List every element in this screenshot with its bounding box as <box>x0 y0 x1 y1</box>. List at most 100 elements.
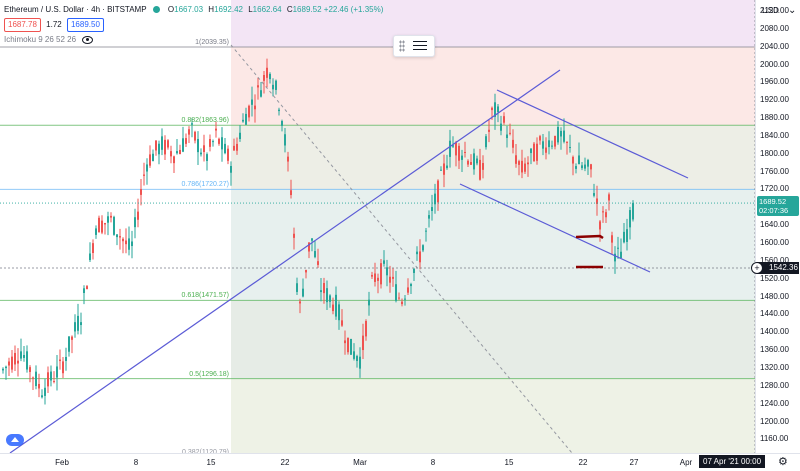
tradingview-logo-icon[interactable] <box>6 434 24 446</box>
candle-body <box>56 366 58 378</box>
price-tick-label: 1160.00 <box>760 434 789 444</box>
time-tick-label: Apr <box>679 458 693 467</box>
candle-body <box>413 268 415 273</box>
currency-button[interactable]: USD <box>762 6 779 15</box>
time-tick-label: 15 <box>206 458 216 467</box>
drawing-toolbar[interactable] <box>393 35 435 57</box>
candle-body <box>554 135 556 147</box>
support-mark-upper[interactable] <box>575 234 604 240</box>
candle-body <box>395 284 397 301</box>
candle-body <box>476 158 478 164</box>
candle-body <box>533 143 535 162</box>
fib-zone <box>231 0 755 47</box>
candle-body <box>173 156 175 164</box>
candle-body <box>161 136 163 150</box>
channel-lower-line[interactable] <box>459 183 651 273</box>
candle-body <box>560 130 562 137</box>
candle-body <box>578 155 580 165</box>
candle-body <box>419 251 421 263</box>
settings-lines-icon[interactable] <box>413 41 427 51</box>
candle-body <box>122 238 124 242</box>
candle-body <box>182 138 184 152</box>
candle-body <box>341 320 343 326</box>
chevron-down-icon[interactable]: ⌄ <box>788 5 797 16</box>
open-label: O <box>167 5 175 14</box>
price-tick-label: 1720.00 <box>760 184 789 194</box>
candle-body <box>20 351 22 359</box>
candle-body <box>521 160 523 173</box>
candle-body <box>254 105 256 110</box>
candle-body <box>167 140 169 148</box>
time-tick-label: 27 <box>629 458 639 467</box>
candle-body <box>359 356 361 369</box>
candle-body <box>152 153 154 162</box>
candle-body <box>95 228 97 235</box>
candle-body <box>437 180 439 203</box>
candle-body <box>227 148 229 161</box>
candle-body <box>425 230 427 232</box>
time-axis[interactable]: Feb 8 15 22 Mar 8 15 22 27 Apr <box>0 453 800 471</box>
symbol-title[interactable]: Ethereum / U.S. Dollar · 4h · BITSTAMP <box>4 5 147 14</box>
candle-body <box>605 212 607 218</box>
ascending-trendline[interactable] <box>9 69 561 453</box>
fib-level-label: 0.618(1471.57) <box>181 292 229 300</box>
candle-body <box>188 129 190 135</box>
candle-body <box>608 194 610 201</box>
candle-body <box>77 315 79 331</box>
candle-body <box>398 297 400 299</box>
price-axis[interactable]: 2120.00 2080.00 2040.00 2000.00 1960.00 1920.… <box>755 0 800 453</box>
fib-zone <box>231 300 755 379</box>
candle-body <box>299 301 301 304</box>
buy-price-button[interactable]: 1689.50 <box>66 18 104 32</box>
candle-body <box>92 243 94 254</box>
fib-trend-line[interactable] <box>230 44 573 453</box>
candle-body <box>353 351 355 359</box>
candle-body <box>146 164 148 172</box>
candle-body <box>539 136 541 141</box>
candle-body <box>275 80 277 90</box>
drag-handle-icon[interactable] <box>399 40 405 52</box>
candle-body <box>428 215 430 219</box>
candle-body <box>401 301 403 305</box>
candle-body <box>119 236 121 238</box>
candle-body <box>278 109 280 112</box>
price-chart[interactable] <box>0 0 755 453</box>
chart-pane[interactable]: Ethereum / U.S. Dollar · 4h · BITSTAMP O… <box>0 0 755 453</box>
time-tick-label: 15 <box>504 458 514 467</box>
candle-body <box>536 143 538 161</box>
candle-body <box>23 355 25 358</box>
candle-body <box>590 164 592 170</box>
candle-body <box>440 169 442 171</box>
candle-body <box>293 233 295 238</box>
candle-body <box>599 221 601 230</box>
candle-body <box>287 156 289 162</box>
price-tick-label: 1520.00 <box>760 273 789 283</box>
candle-body <box>416 251 418 255</box>
indicator-label[interactable]: Ichimoku 9 26 52 26 <box>4 35 77 44</box>
candle-body <box>155 140 157 151</box>
price-tick-label: 1880.00 <box>760 113 789 123</box>
gear-icon[interactable]: ⚙ <box>778 456 788 468</box>
candle-body <box>311 238 313 241</box>
channel-upper-line[interactable] <box>496 89 689 179</box>
plus-icon[interactable]: + <box>751 262 763 274</box>
close-label: C <box>286 5 293 14</box>
open-value: 1667.03 <box>174 5 204 14</box>
candle-body <box>572 156 574 164</box>
candle-body <box>515 155 517 164</box>
candle-body <box>11 356 13 370</box>
eye-icon[interactable] <box>82 35 94 44</box>
fib-zone <box>231 378 755 453</box>
fib-zone <box>231 189 755 301</box>
candle-body <box>596 198 598 204</box>
sell-price-button[interactable]: 1687.78 <box>4 18 41 32</box>
last-price-value: 1689.52 <box>759 197 787 206</box>
candle-body <box>482 163 484 170</box>
candle-body <box>242 119 244 122</box>
candle-body <box>410 284 412 287</box>
candle-body <box>98 217 100 233</box>
candle-body <box>455 142 457 156</box>
candle-body <box>524 163 526 172</box>
change-value: +22.46 (+1.35%) <box>323 5 384 14</box>
candle-body <box>245 113 247 125</box>
